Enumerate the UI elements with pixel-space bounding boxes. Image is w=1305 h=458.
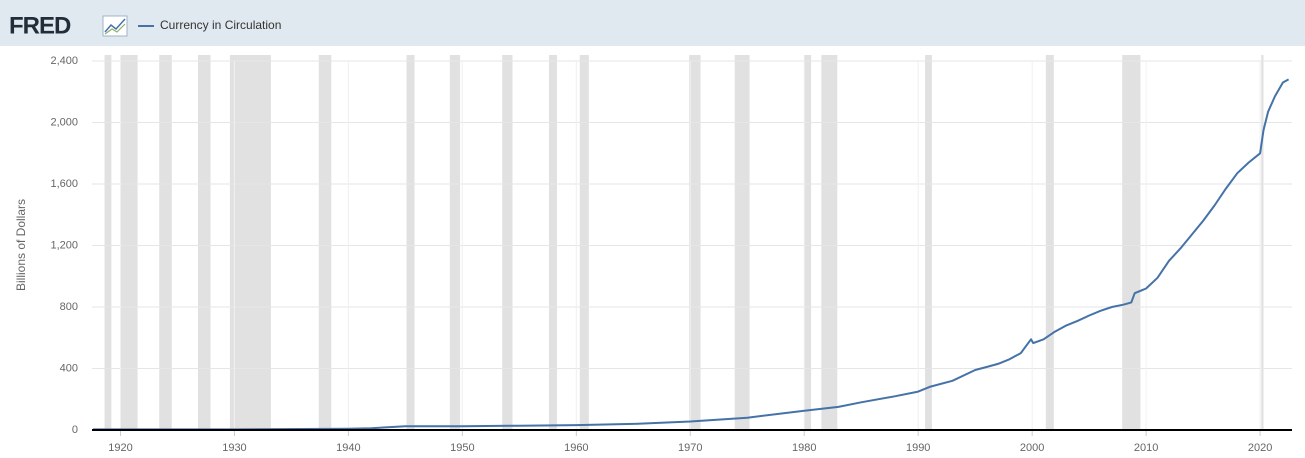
recession-band (821, 55, 838, 430)
x-tick-label: 2010 (1134, 442, 1158, 454)
y-axis-label: Billions of Dollars (14, 199, 28, 291)
recession-band (449, 55, 461, 430)
y-tick-label: 1,600 (50, 178, 78, 190)
header-band (0, 0, 1305, 46)
y-tick-label: 0 (72, 424, 78, 436)
x-tick-label: 2000 (1020, 442, 1044, 454)
x-tick-label: 1970 (678, 442, 702, 454)
y-tick-label: 2,000 (50, 116, 78, 128)
recession-band (925, 55, 932, 430)
x-tick-label: 1930 (222, 442, 246, 454)
recession-band (689, 55, 701, 430)
recession-band (159, 55, 172, 430)
recession-band (804, 55, 812, 430)
x-tick-label: 1950 (450, 442, 474, 454)
recession-band (548, 55, 557, 430)
recession-band (1261, 55, 1264, 430)
recession-band (1045, 55, 1054, 430)
recession-band (502, 55, 513, 430)
x-tick-label: 1940 (336, 442, 360, 454)
data-line (93, 78, 1290, 431)
x-tick-label: 1980 (792, 442, 816, 454)
recession-band (734, 55, 750, 430)
logo-icon (102, 15, 128, 37)
y-tick-label: 2,400 (50, 55, 78, 67)
x-tick-label: 1990 (906, 442, 930, 454)
recession-band (120, 55, 138, 430)
y-tick-label: 1,200 (50, 239, 78, 251)
y-tick-label: 400 (60, 362, 78, 374)
recession-band (1122, 55, 1141, 430)
recession-band (197, 55, 211, 430)
y-tick-label: 800 (60, 301, 78, 313)
recession-band (318, 55, 332, 430)
x-tick-label: 1920 (108, 442, 132, 454)
legend-label: Currency in Circulation (160, 18, 281, 32)
recession-band (579, 55, 589, 430)
recession-band (229, 55, 271, 430)
x-tick-label: 1960 (564, 442, 588, 454)
x-tick-label: 2020 (1248, 442, 1272, 454)
recession-band (406, 55, 415, 430)
recession-band (104, 55, 112, 430)
logo: FRED (9, 12, 71, 39)
